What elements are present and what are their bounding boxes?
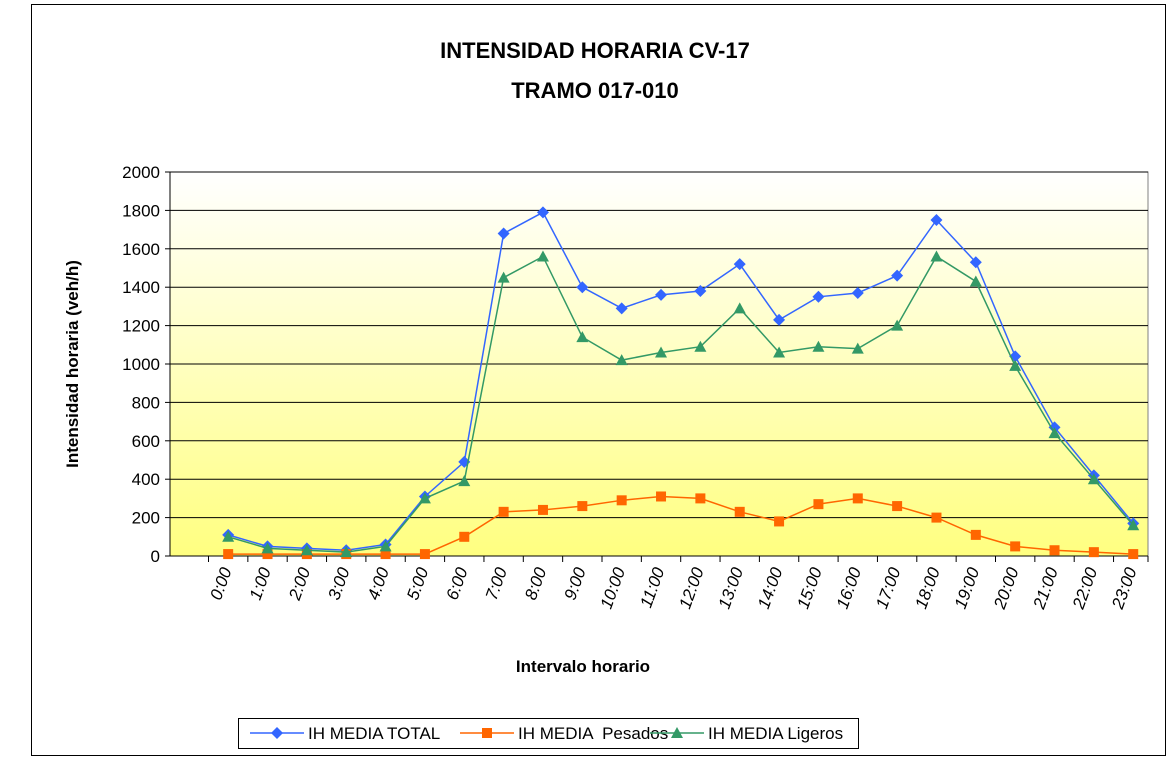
data-point: [576, 331, 589, 343]
chart-subtitle: TRAMO 017-010: [511, 78, 679, 103]
data-point: [813, 499, 824, 510]
data-point: [891, 269, 904, 282]
data-point: [577, 501, 588, 512]
data-point: [969, 275, 982, 287]
data-point: [773, 346, 786, 358]
data-point: [891, 319, 904, 331]
legend: [238, 718, 859, 749]
data-point: [851, 342, 864, 354]
x-axis-title: Intervalo horario: [516, 657, 650, 676]
data-point: [1088, 547, 1099, 558]
legend-marker: [271, 727, 283, 739]
data-point: [615, 354, 628, 366]
y-tick-label: 0: [151, 547, 160, 566]
data-point: [576, 281, 589, 294]
legend-marker: [671, 727, 683, 738]
series-line: [228, 495, 1134, 555]
data-point: [1049, 545, 1060, 556]
data-point: [536, 206, 549, 219]
data-point: [536, 250, 549, 262]
data-point: [1009, 359, 1022, 371]
data-point: [892, 501, 903, 512]
data-point: [380, 549, 391, 560]
data-point: [655, 346, 668, 358]
data-point: [851, 286, 864, 299]
data-point: [655, 288, 668, 301]
data-point: [812, 340, 825, 352]
data-point: [1127, 519, 1140, 531]
y-tick-label: 2000: [122, 163, 160, 182]
data-point: [970, 529, 981, 540]
series-line: [227, 211, 1134, 551]
data-point: [300, 544, 313, 556]
data-point: [930, 214, 943, 226]
data-point: [419, 549, 430, 560]
y-tick-label: 1800: [122, 201, 160, 220]
data-point: [812, 290, 825, 303]
data-point: [223, 549, 234, 560]
data-point: [733, 258, 746, 271]
data-point: [458, 475, 471, 487]
data-point: [733, 302, 746, 314]
data-point: [773, 313, 786, 326]
data-point: [497, 227, 510, 240]
data-point: [379, 540, 392, 552]
data-point: [1048, 427, 1061, 439]
data-point: [537, 504, 548, 515]
data-point: [261, 542, 274, 554]
y-axis-title: Intensidad horaria (veh/h): [63, 260, 82, 468]
legend-label: IH MEDIA Ligeros: [708, 724, 843, 743]
y-tick-label: 1000: [122, 355, 160, 374]
data-point: [459, 531, 470, 542]
y-tick-label: 400: [132, 470, 160, 489]
data-point: [418, 492, 431, 504]
data-point: [222, 530, 235, 542]
data-point: [969, 256, 982, 269]
legend-label: IH MEDIA Pesados: [518, 724, 668, 743]
y-tick-label: 800: [132, 393, 160, 412]
legend-marker: [482, 728, 492, 738]
chart-title: INTENSIDAD HORARIA CV-17: [440, 38, 750, 63]
data-point: [774, 516, 785, 527]
data-point: [340, 546, 353, 558]
data-point: [931, 512, 942, 523]
data-point: [615, 302, 628, 315]
data-point: [1128, 549, 1139, 560]
data-point: [1087, 473, 1100, 485]
data-point: [930, 250, 943, 262]
y-tick-label: 1600: [122, 240, 160, 259]
data-point: [616, 495, 627, 506]
y-tick-label: 200: [132, 509, 160, 528]
data-point: [694, 340, 707, 352]
data-point: [497, 271, 510, 283]
data-point: [262, 549, 273, 560]
data-point: [498, 506, 509, 517]
data-point: [694, 285, 707, 298]
data-point: [1010, 541, 1021, 552]
legend-label: IH MEDIA TOTAL: [308, 724, 440, 743]
data-point: [852, 493, 863, 504]
data-point: [734, 506, 745, 517]
series-line: [227, 255, 1134, 553]
y-tick-label: 1400: [122, 278, 160, 297]
data-point: [656, 491, 667, 502]
y-tick-label: 1200: [122, 317, 160, 336]
data-point: [695, 493, 706, 504]
y-tick-label: 600: [132, 432, 160, 451]
